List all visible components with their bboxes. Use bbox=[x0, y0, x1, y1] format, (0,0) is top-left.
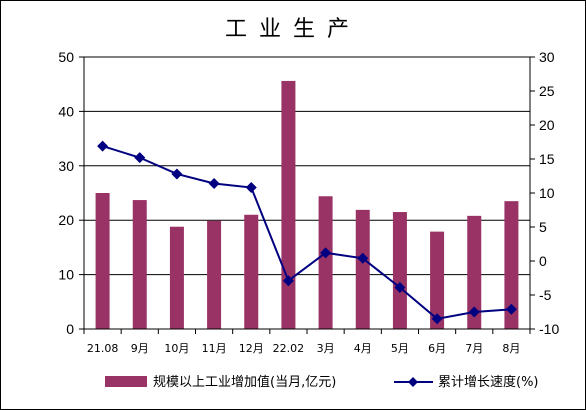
y-right-tick-label: 20 bbox=[539, 117, 555, 133]
x-tick-label: 6月 bbox=[428, 342, 446, 355]
bar bbox=[504, 201, 519, 329]
bar bbox=[95, 193, 110, 329]
x-tick-label: 5月 bbox=[391, 342, 409, 355]
bar bbox=[318, 196, 333, 329]
bar bbox=[467, 215, 482, 329]
legend-bar-swatch bbox=[105, 376, 147, 387]
legend-line-marker bbox=[408, 377, 418, 387]
x-tick-label: 7月 bbox=[465, 342, 483, 355]
y-right-tick-label: 0 bbox=[539, 253, 547, 269]
bar bbox=[355, 209, 370, 329]
y-right-tick-label: 15 bbox=[539, 151, 555, 167]
bar bbox=[244, 214, 259, 329]
y-left-tick-label: 10 bbox=[58, 267, 74, 283]
y-right-tick-label: 10 bbox=[539, 185, 555, 201]
y-left-tick-label: 20 bbox=[58, 212, 74, 228]
grid-lines bbox=[84, 56, 530, 276]
bar bbox=[169, 226, 184, 329]
y-right-tick-label: -5 bbox=[539, 287, 552, 303]
y-right-tick-label: 5 bbox=[539, 219, 547, 235]
y-right-tick-label: -10 bbox=[539, 321, 559, 337]
y-left-tick-label: 30 bbox=[58, 158, 74, 174]
line-point bbox=[468, 306, 480, 318]
line-point bbox=[394, 282, 406, 294]
x-tick-label: 10月 bbox=[164, 342, 189, 355]
x-tick-label: 3月 bbox=[317, 342, 335, 355]
x-tick-label: 11月 bbox=[202, 342, 227, 355]
line-point bbox=[505, 303, 517, 315]
line-point bbox=[134, 152, 146, 164]
x-tick-label: 22.02 bbox=[273, 342, 305, 355]
line-point bbox=[357, 252, 369, 264]
bar bbox=[392, 212, 407, 329]
x-tick-label: 8月 bbox=[502, 342, 520, 355]
y-left-tick-label: 50 bbox=[58, 49, 74, 65]
x-tick-label: 4月 bbox=[354, 342, 372, 355]
x-tick-label: 12月 bbox=[239, 342, 264, 355]
legend-line-label: 累计增长速度(%) bbox=[438, 374, 539, 390]
y-right-tick-label: 30 bbox=[539, 49, 555, 65]
line-point bbox=[431, 313, 443, 325]
bar bbox=[207, 220, 222, 329]
chart-title: 工业生产 bbox=[224, 17, 361, 42]
tick-labels: 0 10 20 30 40 50 -10 -5 0 5 10 15 20 25 30 21.08 9月 10月 11… bbox=[58, 49, 559, 355]
y-right-tick-label: 25 bbox=[539, 83, 555, 99]
x-tick-label: 9月 bbox=[131, 342, 149, 355]
bar bbox=[430, 231, 445, 329]
axes bbox=[79, 56, 535, 334]
line-series bbox=[97, 140, 517, 325]
line-point bbox=[97, 140, 109, 152]
line-point bbox=[282, 275, 294, 287]
x-tick-label: 21.08 bbox=[87, 342, 119, 355]
line-point bbox=[245, 182, 257, 194]
bar bbox=[132, 200, 147, 329]
y-left-tick-label: 0 bbox=[66, 321, 74, 337]
legend: 规模以上工业增加值(当月,亿元) 累计增长速度(%) bbox=[105, 374, 539, 390]
line-point bbox=[320, 247, 332, 259]
y-left-tick-label: 40 bbox=[58, 103, 74, 119]
bar bbox=[281, 80, 296, 329]
legend-bar-label: 规模以上工业增加值(当月,亿元) bbox=[153, 374, 336, 390]
bar-series bbox=[95, 80, 519, 329]
growth-line bbox=[102, 145, 512, 320]
line-point bbox=[171, 168, 183, 180]
line-point bbox=[208, 177, 220, 189]
